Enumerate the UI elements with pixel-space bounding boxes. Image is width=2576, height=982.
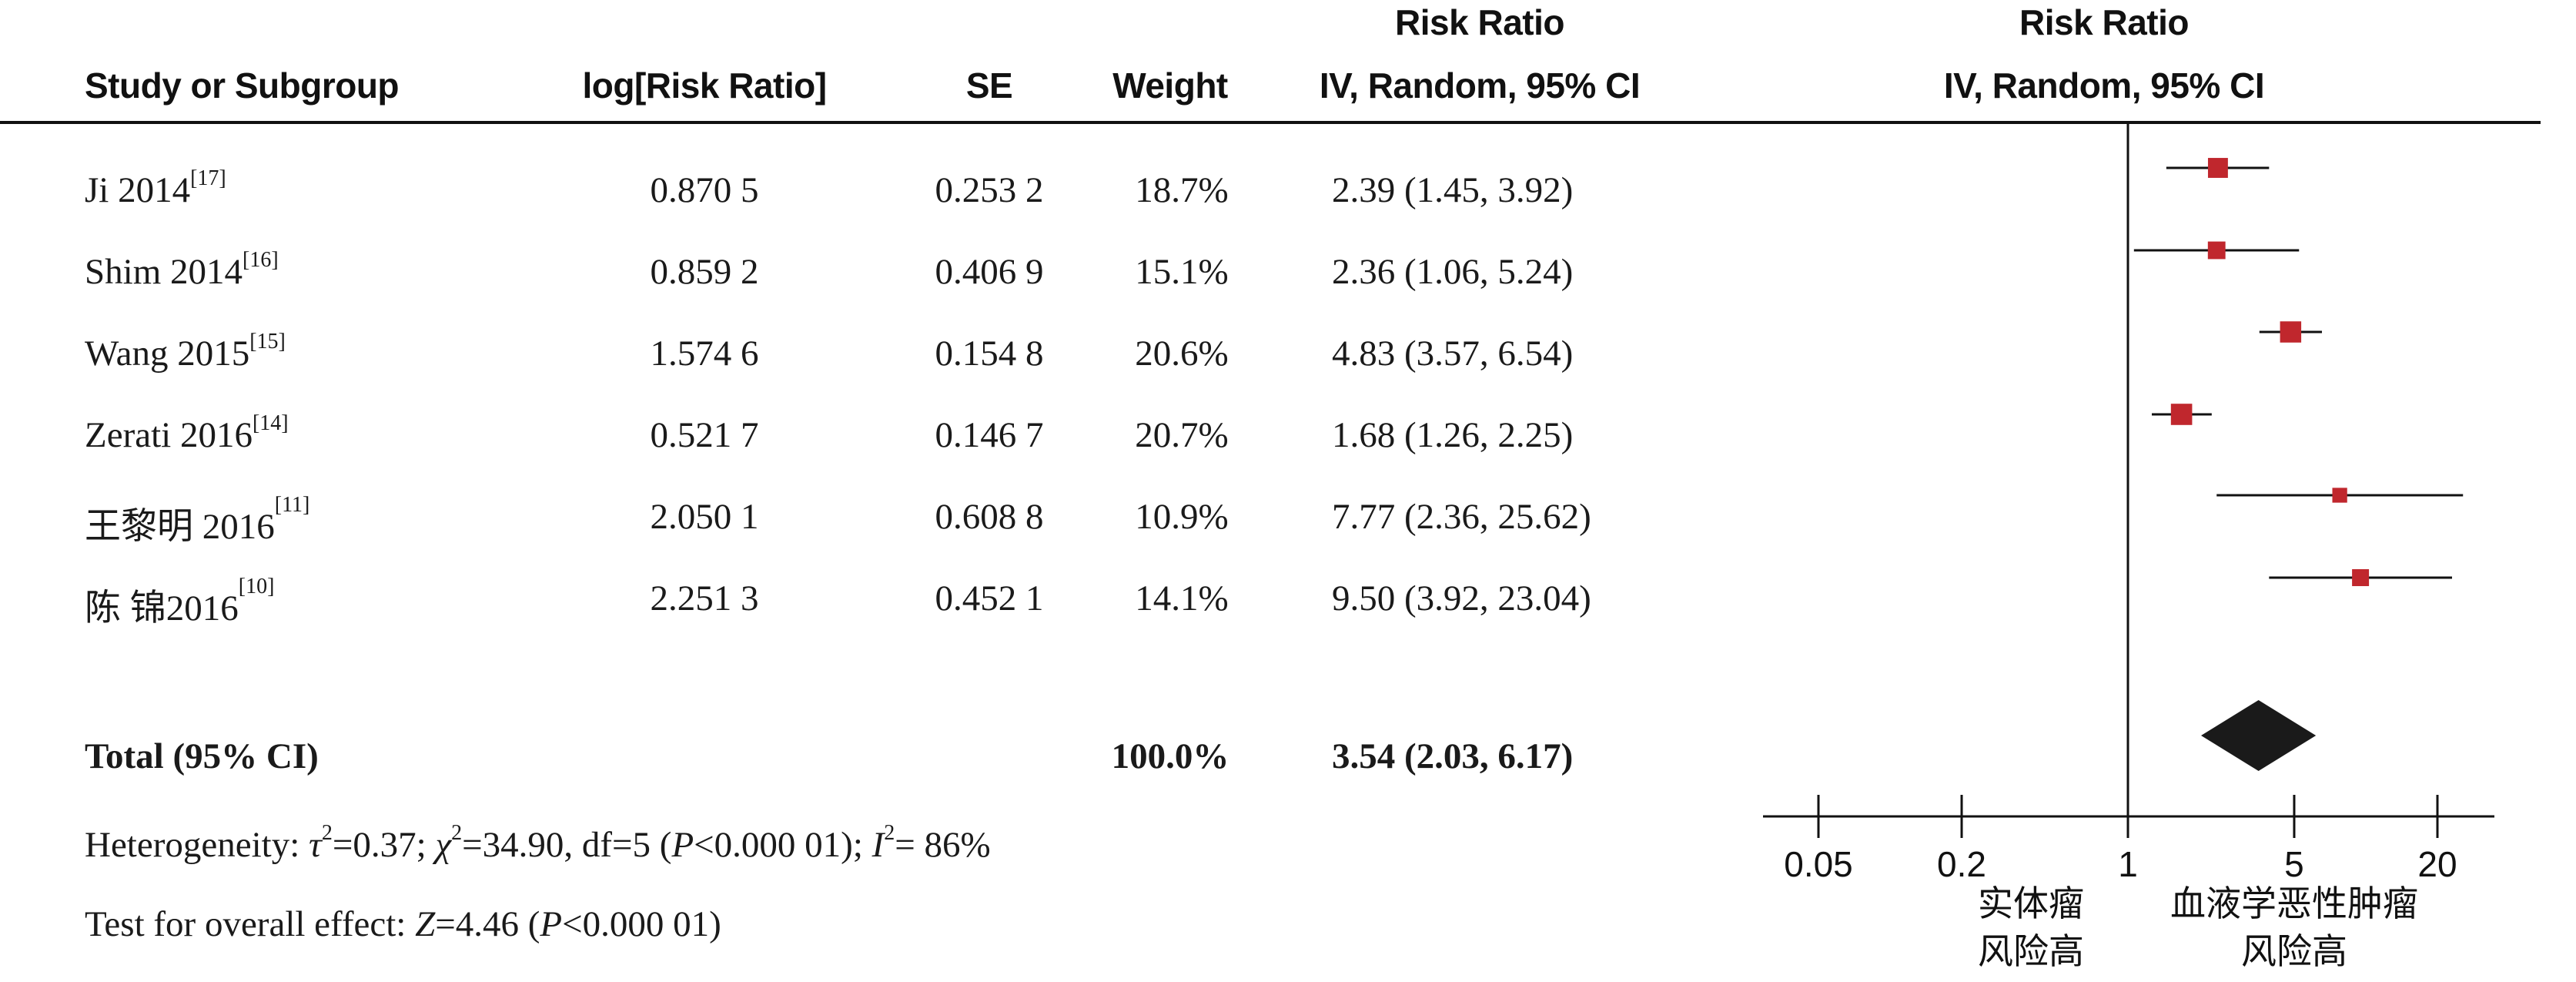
ci-cell: 4.83 (3.57, 6.54) <box>1332 333 1574 374</box>
study-point-marker <box>2280 321 2302 343</box>
log-rr-cell: 0.870 5 <box>650 170 759 210</box>
se-cell: 0.608 8 <box>935 497 1044 537</box>
study-point-marker <box>2352 569 2370 586</box>
total-weight: 100.0% <box>1111 736 1229 776</box>
study-name: 王黎明 2016[11] <box>85 493 310 547</box>
header-rr-bottom: IV, Random, 95% CI <box>1319 65 1641 106</box>
ci-cell: 2.39 (1.45, 3.92) <box>1332 170 1574 210</box>
study-point-marker <box>2207 241 2226 260</box>
x-tick-label: 5 <box>2284 844 2304 884</box>
study-name: Wang 2015[15] <box>85 330 286 374</box>
se-cell: 0.154 8 <box>935 333 1044 374</box>
study-point-marker <box>2170 404 2193 425</box>
header-plot-top: Risk Ratio <box>2019 2 2189 42</box>
weight-cell: 15.1% <box>1135 252 1229 292</box>
header-rule <box>0 121 2541 124</box>
heterogeneity-text: Heterogeneity: τ2=0.37; χ2=34.90, df=5 (… <box>85 821 991 865</box>
ci-cell: 2.36 (1.06, 5.24) <box>1332 252 1574 292</box>
ci-cell: 9.50 (3.92, 23.04) <box>1332 578 1591 618</box>
weight-cell: 14.1% <box>1135 578 1229 618</box>
axis-caption-right-line2: 风险高 <box>2241 930 2347 972</box>
study-ref: [14] <box>252 411 289 435</box>
axis-caption-left-line2: 风险高 <box>1978 930 2084 972</box>
weight-cell: 20.6% <box>1135 333 1229 374</box>
log-rr-cell: 1.574 6 <box>650 333 759 374</box>
ci-cell: 7.77 (2.36, 25.62) <box>1332 497 1591 537</box>
se-cell: 0.452 1 <box>935 578 1044 618</box>
log-rr-cell: 0.859 2 <box>650 252 759 292</box>
study-ref: [17] <box>190 166 226 190</box>
axis-caption-left: 实体瘤 风险高 <box>1978 880 2084 975</box>
x-tick-label: 0.05 <box>1784 844 1853 884</box>
header-plot-bottom: IV, Random, 95% CI <box>1943 65 2265 106</box>
study-name: Zerati 2016[14] <box>85 411 289 455</box>
header-log-rr: log[Risk Ratio] <box>582 65 827 106</box>
study-name: Shim 2014[16] <box>85 248 279 292</box>
study-point-marker <box>2332 488 2347 503</box>
header-study: Study or Subgroup <box>85 65 400 106</box>
weight-cell: 20.7% <box>1135 415 1229 455</box>
pooled-diamond <box>2201 700 2317 771</box>
weight-cell: 18.7% <box>1135 170 1229 210</box>
se-cell: 0.146 7 <box>935 415 1044 455</box>
study-name: Ji 2014[17] <box>85 166 226 210</box>
overall-effect-text: Test for overall effect: Z=4.46 (P<0.000… <box>85 904 721 944</box>
study-ref: [10] <box>238 575 275 598</box>
study-ref: [15] <box>249 330 286 354</box>
log-rr-cell: 2.251 3 <box>650 578 759 618</box>
ci-cell: 1.68 (1.26, 2.25) <box>1332 415 1574 455</box>
weight-cell: 10.9% <box>1135 497 1229 537</box>
total-label: Total (95% CI) <box>85 736 319 776</box>
total-ci: 3.54 (2.03, 6.17) <box>1332 736 1574 776</box>
x-tick-label: 20 <box>2417 844 2457 884</box>
header-se: SE <box>965 65 1013 106</box>
study-name: 陈 锦2016[10] <box>85 575 275 628</box>
study-ref: [11] <box>274 493 310 517</box>
se-cell: 0.406 9 <box>935 252 1044 292</box>
study-ref: [16] <box>243 248 279 272</box>
axis-caption-right: 血液学恶性肿瘤 风险高 <box>2170 880 2418 975</box>
se-cell: 0.253 2 <box>935 170 1044 210</box>
x-tick-label: 1 <box>2118 844 2138 884</box>
log-rr-cell: 2.050 1 <box>650 497 759 537</box>
header-rr-top: Risk Ratio <box>1395 2 1564 42</box>
header-weight: Weight <box>1112 65 1228 106</box>
log-rr-cell: 0.521 7 <box>650 415 759 455</box>
axis-caption-left-line1: 实体瘤 <box>1978 883 2084 924</box>
study-point-marker <box>2207 158 2228 178</box>
axis-caption-right-line1: 血液学恶性肿瘤 <box>2170 883 2418 924</box>
x-tick-label: 0.2 <box>1937 844 1986 884</box>
